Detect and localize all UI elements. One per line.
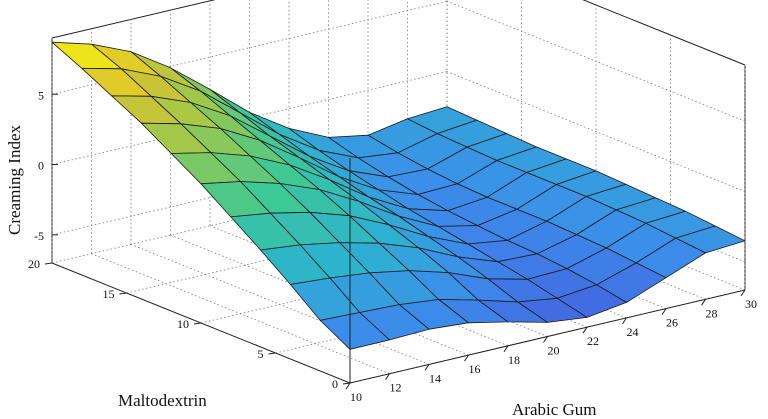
x-tick-label: 12 — [390, 381, 402, 395]
y-tick-label: 0 — [332, 377, 338, 391]
y-tick-mark — [119, 292, 127, 295]
box-edge — [51, 0, 216, 39]
x-tick-label: 22 — [587, 334, 599, 348]
y-tick-mark — [342, 382, 351, 385]
y-tick-mark — [193, 322, 202, 325]
x-tick-label: 10 — [350, 390, 362, 404]
grid-line — [446, 71, 746, 192]
x-tick-mark — [503, 345, 509, 353]
tick-labels: 10 12 14 16 18 20 22 24 26 28 30 0 5 10 15 20 -5 0 5 — [28, 88, 757, 404]
z-tick-label: 0 — [38, 159, 44, 173]
x-tick-mark — [701, 299, 706, 306]
z-tick-label: -5 — [34, 229, 44, 243]
x-tick-label: 14 — [429, 371, 441, 385]
x-tick-mark — [345, 382, 351, 390]
x-tick-label: 30 — [745, 297, 757, 311]
y-tick-mark — [268, 352, 276, 355]
y-tick-label: 15 — [103, 287, 115, 301]
y-tick-mark — [44, 262, 53, 265]
x-tick-mark — [740, 289, 746, 297]
x-axis-label: Arabic Gum — [512, 400, 597, 419]
z-axis-label: Creaming Index — [5, 125, 24, 235]
x-tick-mark — [464, 354, 469, 362]
x-tick-label: 18 — [508, 353, 520, 367]
surface-cell — [319, 312, 390, 350]
x-tick-label: 24 — [627, 325, 639, 339]
grid-line — [446, 0, 746, 122]
y-tick-label: 20 — [28, 257, 40, 271]
y-axis-label: Maltodextrin — [118, 391, 207, 410]
x-tick-label: 28 — [706, 306, 718, 320]
surface-mesh — [51, 41, 746, 350]
x-tick-mark — [424, 364, 430, 371]
x-tick-label: 20 — [548, 344, 560, 358]
x-tick-label: 26 — [666, 316, 678, 330]
y-tick-label: 5 — [258, 347, 264, 361]
z-tick-label: 5 — [38, 88, 44, 102]
x-tick-label: 16 — [469, 362, 481, 376]
y-tick-label: 10 — [177, 317, 189, 331]
x-tick-mark — [582, 326, 588, 334]
x-tick-mark — [622, 317, 627, 325]
x-tick-mark — [543, 336, 548, 343]
x-tick-mark — [385, 373, 390, 380]
x-tick-mark — [661, 308, 667, 315]
